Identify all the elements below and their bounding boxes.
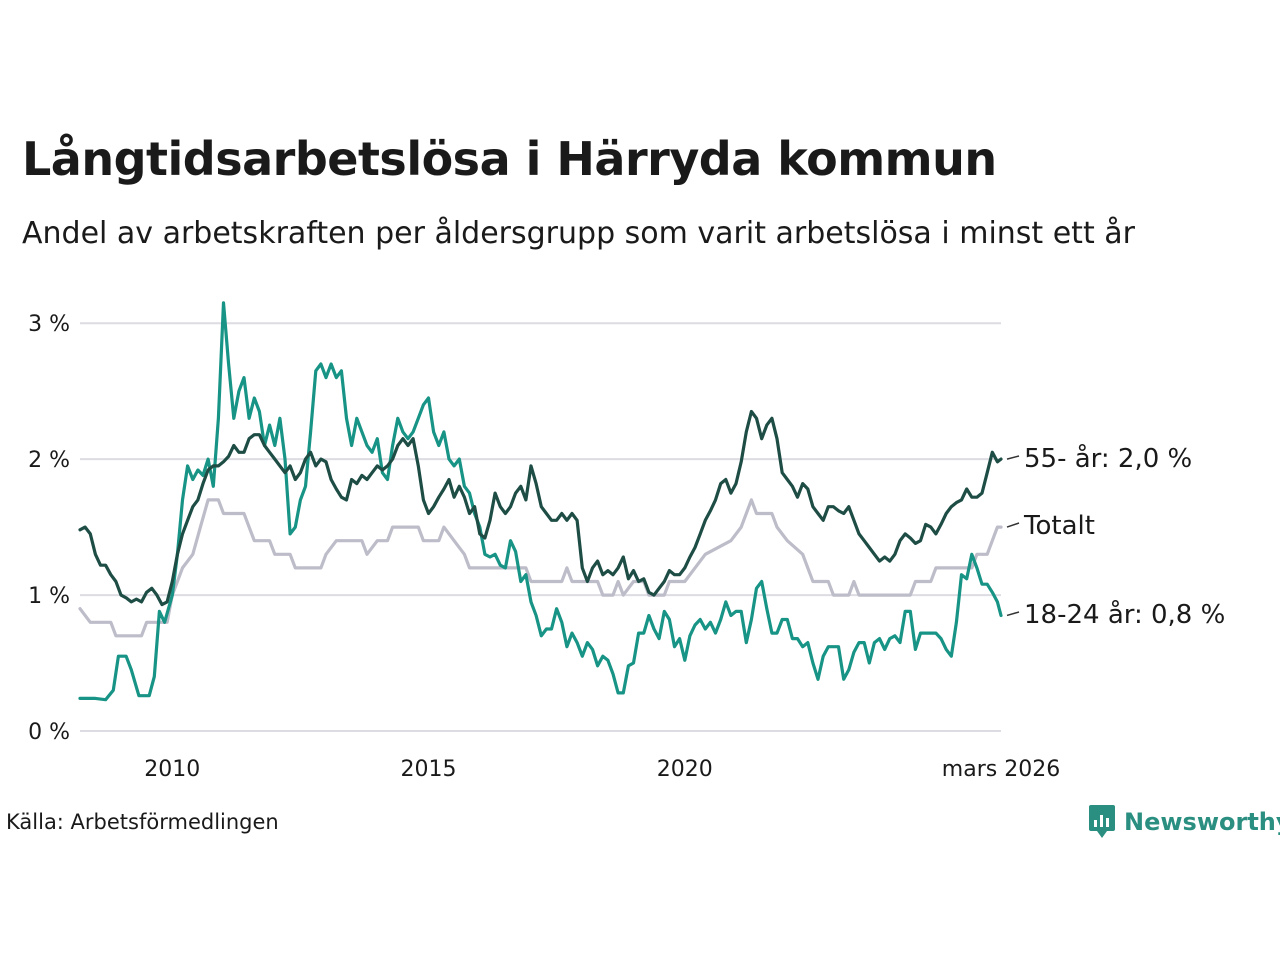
chart-title: Långtidsarbetslösa i Härryda kommun bbox=[22, 132, 997, 186]
x-tick-label: mars 2026 bbox=[942, 757, 1060, 782]
newsworthy-logo-icon bbox=[1089, 805, 1115, 838]
brand-name: Newsworthy bbox=[1124, 808, 1280, 836]
end-label-connector bbox=[1006, 522, 1020, 528]
end-label-connector bbox=[1006, 611, 1020, 617]
y-tick-label: 2 % bbox=[28, 448, 70, 473]
y-tick-label: 0 % bbox=[28, 720, 70, 745]
grid-layer: 0 % 1 % 2 % 3 % 2010 2015 2020 mars 2026 bbox=[28, 312, 1060, 782]
x-tick-label: 2020 bbox=[657, 757, 713, 782]
series-line-55 bbox=[78, 409, 1003, 607]
end-label-55: 55- år: 2,0 % bbox=[1024, 443, 1192, 474]
y-tick-label: 3 % bbox=[28, 312, 70, 337]
end-label-connector bbox=[1006, 455, 1020, 460]
series-layer bbox=[78, 301, 1003, 702]
series-line-total bbox=[78, 498, 1003, 638]
chart-subtitle: Andel av arbetskraften per åldersgrupp s… bbox=[22, 216, 1135, 251]
series-line-18_24 bbox=[78, 301, 1003, 702]
brand-logo: Newsworthy bbox=[1088, 803, 1280, 841]
x-tick-label: 2015 bbox=[401, 757, 457, 782]
label-layer: Totalt 18-24 år: 0,8 % 55- år: 2,0 % bbox=[1006, 443, 1225, 630]
source-note: Källa: Arbetsförmedlingen bbox=[6, 810, 279, 834]
end-label-total: Totalt bbox=[1023, 511, 1095, 541]
end-label-18_24: 18-24 år: 0,8 % bbox=[1024, 599, 1225, 630]
y-tick-label: 1 % bbox=[28, 584, 70, 609]
x-tick-label: 2010 bbox=[144, 757, 200, 782]
